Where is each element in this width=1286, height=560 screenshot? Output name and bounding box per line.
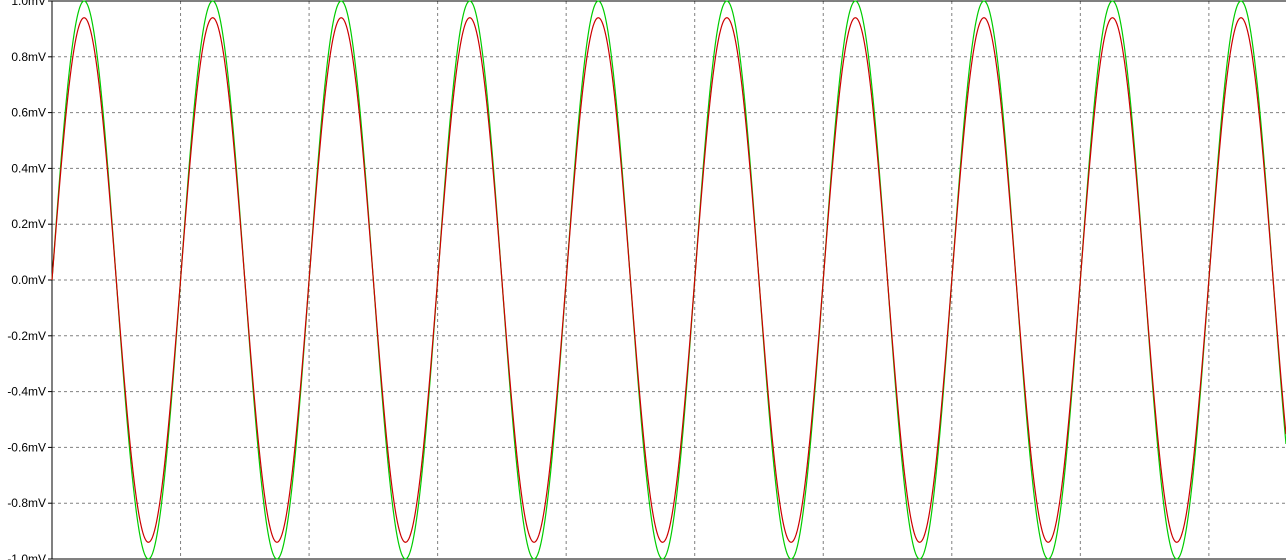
y-tick-label: 0.6mV — [11, 106, 46, 120]
y-tick-label: 0.2mV — [11, 217, 46, 231]
y-tick-label: 1.0mV — [11, 0, 46, 8]
axes — [48, 0, 1286, 560]
y-tick-labels: 1.0mV 0.8mV 0.6mV 0.4mV 0.2mV 0.0mV -0.2mV -0.4… — [7, 0, 46, 560]
y-tick-label: -0.8mV — [7, 496, 46, 510]
y-tick-label: -0.4mV — [7, 385, 46, 399]
grid — [52, 0, 1286, 560]
y-tick-label: -0.2mV — [7, 329, 46, 343]
y-tick-label: -0.6mV — [7, 440, 46, 454]
series-line-2 — [51, 17, 1286, 543]
series-lines — [51, 0, 1286, 560]
y-tick-label: -1.0mV — [7, 552, 46, 560]
series-line-1 — [51, 0, 1286, 560]
y-tick-label: 0.8mV — [11, 50, 46, 64]
y-tick-label: 0.4mV — [11, 161, 46, 175]
y-tick-label: 0.0mV — [11, 273, 46, 287]
